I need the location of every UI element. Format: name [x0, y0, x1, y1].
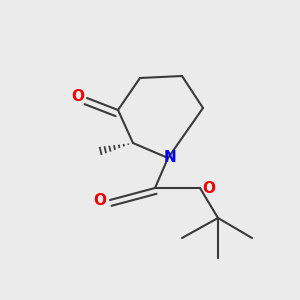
Text: O: O: [71, 89, 85, 104]
Text: O: O: [94, 193, 106, 208]
Text: N: N: [163, 150, 176, 165]
Text: O: O: [202, 181, 215, 196]
